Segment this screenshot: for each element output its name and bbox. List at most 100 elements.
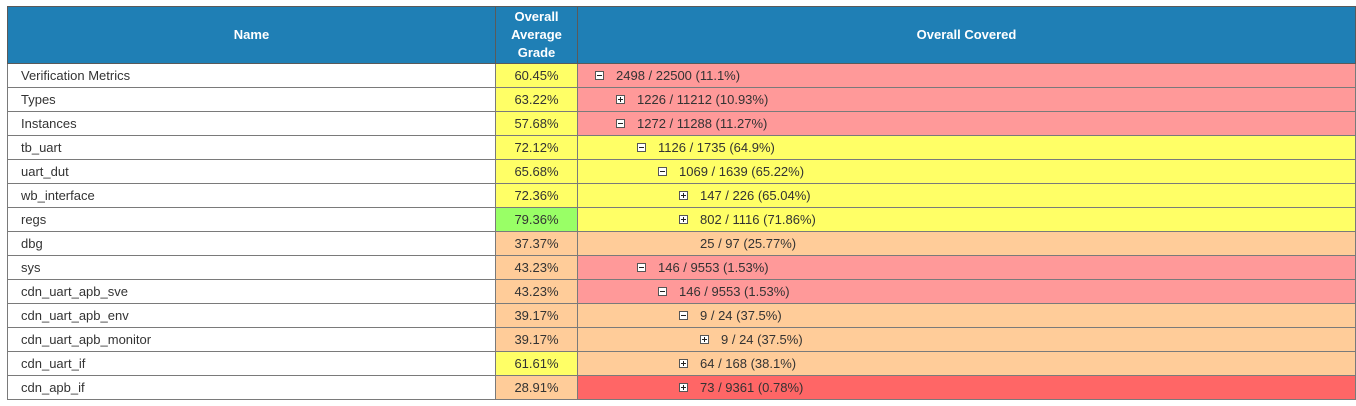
row-grade-cell: 72.12%: [495, 135, 578, 160]
table-row[interactable]: Types 63.22% 1226 / 11212 (10.93%): [7, 87, 1356, 112]
row-grade-cell: 79.36%: [495, 207, 578, 232]
row-grade-cell: 57.68%: [495, 111, 578, 136]
row-covered-cell: 64 / 168 (38.1%): [577, 351, 1356, 376]
table-row[interactable]: uart_dut 65.68% 1069 / 1639 (65.22%): [7, 159, 1356, 184]
covered-content: 25 / 97 (25.77%): [579, 233, 1355, 255]
row-covered-cell: 9 / 24 (37.5%): [577, 327, 1356, 352]
row-grade-cell: 63.22%: [495, 87, 578, 112]
row-name-cell[interactable]: sys: [7, 255, 496, 280]
covered-value: 802 / 1116 (71.86%): [700, 212, 816, 227]
row-name-cell[interactable]: Verification Metrics: [7, 63, 496, 88]
expand-icon[interactable]: [679, 359, 688, 368]
row-name-cell[interactable]: wb_interface: [7, 183, 496, 208]
table-row[interactable]: sys 43.23% 146 / 9553 (1.53%): [7, 255, 1356, 280]
covered-content: 2498 / 22500 (11.1%): [579, 65, 1355, 87]
covered-value: 25 / 97 (25.77%): [700, 236, 797, 251]
covered-value: 1226 / 11212 (10.93%): [637, 92, 769, 107]
covered-content: 146 / 9553 (1.53%): [579, 257, 1355, 279]
row-grade-cell: 28.91%: [495, 375, 578, 400]
column-header-name[interactable]: Name: [7, 6, 496, 64]
grade-header-line: Grade: [517, 45, 556, 60]
table-row[interactable]: tb_uart 72.12% 1126 / 1735 (64.9%): [7, 135, 1356, 160]
collapse-icon[interactable]: [679, 311, 688, 320]
row-grade-cell: 65.68%: [495, 159, 578, 184]
covered-content: 9 / 24 (37.5%): [579, 329, 1355, 351]
row-name-cell[interactable]: uart_dut: [7, 159, 496, 184]
collapse-icon[interactable]: [595, 71, 604, 80]
row-name-cell[interactable]: dbg: [7, 231, 496, 256]
grade-header-line: Overall: [514, 9, 559, 24]
grade-header-line: Average: [511, 27, 562, 42]
covered-value: 2498 / 22500 (11.1%): [616, 68, 741, 83]
row-name-cell[interactable]: cdn_uart_apb_sve: [7, 279, 496, 304]
row-grade-cell: 39.17%: [495, 303, 578, 328]
covered-value: 1126 / 1735 (64.9%): [658, 140, 775, 155]
coverage-report: Name Overall Average Grade Overall Cover…: [7, 6, 1356, 400]
covered-content: 1069 / 1639 (65.22%): [579, 161, 1355, 183]
table-header-row: Name Overall Average Grade Overall Cover…: [7, 6, 1356, 64]
table-row[interactable]: cdn_uart_apb_sve 43.23% 146 / 9553 (1.53%): [7, 279, 1356, 304]
covered-content: 147 / 226 (65.04%): [579, 185, 1355, 207]
table-row[interactable]: dbg 37.37% 25 / 97 (25.77%): [7, 231, 1356, 256]
row-covered-cell: 73 / 9361 (0.78%): [577, 375, 1356, 400]
row-covered-cell: 147 / 226 (65.04%): [577, 183, 1356, 208]
row-name-cell[interactable]: regs: [7, 207, 496, 232]
table-row[interactable]: Verification Metrics 60.45% 2498 / 22500 (…: [7, 63, 1356, 88]
covered-value: 73 / 9361 (0.78%): [700, 380, 804, 395]
collapse-icon[interactable]: [616, 119, 625, 128]
covered-value: 146 / 9553 (1.53%): [679, 284, 790, 299]
table-row[interactable]: cdn_apb_if 28.91% 73 / 9361 (0.78%): [7, 375, 1356, 400]
covered-value: 146 / 9553 (1.53%): [658, 260, 769, 275]
table-row[interactable]: regs 79.36% 802 / 1116 (71.86%): [7, 207, 1356, 232]
collapse-icon[interactable]: [658, 167, 667, 176]
covered-content: 1272 / 11288 (11.27%): [579, 113, 1355, 135]
row-name-cell[interactable]: cdn_uart_apb_env: [7, 303, 496, 328]
collapse-icon[interactable]: [637, 143, 646, 152]
covered-value: 1272 / 11288 (11.27%): [637, 116, 768, 131]
row-grade-cell: 37.37%: [495, 231, 578, 256]
row-grade-cell: 72.36%: [495, 183, 578, 208]
table-row[interactable]: cdn_uart_apb_monitor 39.17% 9 / 24 (37.5%): [7, 327, 1356, 352]
covered-value: 9 / 24 (37.5%): [721, 332, 803, 347]
covered-content: 1126 / 1735 (64.9%): [579, 137, 1355, 159]
covered-value: 64 / 168 (38.1%): [700, 356, 797, 371]
table-row[interactable]: wb_interface 72.36% 147 / 226 (65.04%): [7, 183, 1356, 208]
expand-icon[interactable]: [700, 335, 709, 344]
covered-content: 146 / 9553 (1.53%): [579, 281, 1355, 303]
expand-icon[interactable]: [616, 95, 625, 104]
covered-content: 1226 / 11212 (10.93%): [579, 89, 1355, 111]
table-row[interactable]: Instances 57.68% 1272 / 11288 (11.27%): [7, 111, 1356, 136]
row-grade-cell: 61.61%: [495, 351, 578, 376]
covered-value: 9 / 24 (37.5%): [700, 308, 782, 323]
row-covered-cell: 9 / 24 (37.5%): [577, 303, 1356, 328]
row-covered-cell: 802 / 1116 (71.86%): [577, 207, 1356, 232]
row-name-cell[interactable]: tb_uart: [7, 135, 496, 160]
covered-content: 802 / 1116 (71.86%): [579, 209, 1355, 231]
covered-content: 9 / 24 (37.5%): [579, 305, 1355, 327]
row-covered-cell: 1272 / 11288 (11.27%): [577, 111, 1356, 136]
covered-content: 73 / 9361 (0.78%): [579, 377, 1355, 399]
row-covered-cell: 2498 / 22500 (11.1%): [577, 63, 1356, 88]
expand-icon[interactable]: [679, 191, 688, 200]
table-row[interactable]: cdn_uart_apb_env 39.17% 9 / 24 (37.5%): [7, 303, 1356, 328]
expand-icon[interactable]: [679, 215, 688, 224]
collapse-icon[interactable]: [658, 287, 667, 296]
row-covered-cell: 1126 / 1735 (64.9%): [577, 135, 1356, 160]
collapse-icon[interactable]: [637, 263, 646, 272]
row-name-cell[interactable]: cdn_uart_apb_monitor: [7, 327, 496, 352]
row-name-cell[interactable]: cdn_uart_if: [7, 351, 496, 376]
table-row[interactable]: cdn_uart_if 61.61% 64 / 168 (38.1%): [7, 351, 1356, 376]
table-body: Verification Metrics 60.45% 2498 / 22500 (…: [7, 63, 1356, 400]
column-header-grade[interactable]: Overall Average Grade: [495, 6, 578, 64]
row-name-cell[interactable]: cdn_apb_if: [7, 375, 496, 400]
row-name-cell[interactable]: Instances: [7, 111, 496, 136]
row-covered-cell: 25 / 97 (25.77%): [577, 231, 1356, 256]
coverage-table: Name Overall Average Grade Overall Cover…: [7, 6, 1356, 400]
expand-icon[interactable]: [679, 383, 688, 392]
column-header-covered[interactable]: Overall Covered: [577, 6, 1356, 64]
row-name-cell[interactable]: Types: [7, 87, 496, 112]
covered-value: 1069 / 1639 (65.22%): [679, 164, 805, 179]
row-covered-cell: 1226 / 11212 (10.93%): [577, 87, 1356, 112]
row-grade-cell: 43.23%: [495, 279, 578, 304]
row-grade-cell: 60.45%: [495, 63, 578, 88]
